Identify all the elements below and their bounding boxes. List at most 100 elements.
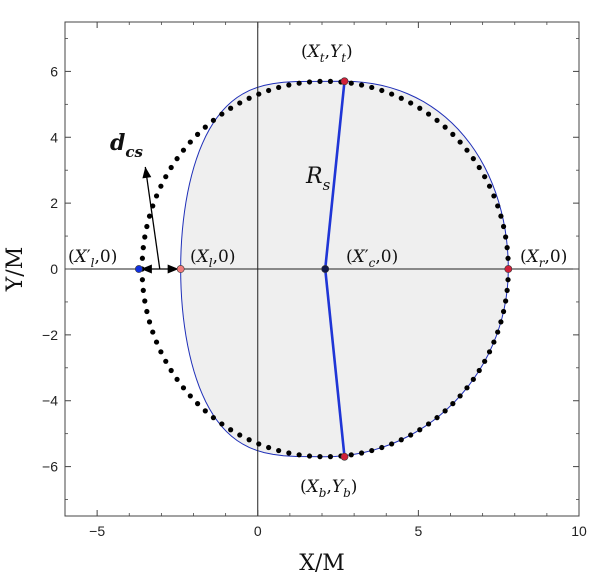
circle-dot bbox=[256, 91, 262, 97]
circle-dot bbox=[504, 287, 510, 293]
circle-dot bbox=[358, 450, 365, 456]
circle-dot bbox=[296, 452, 302, 458]
circle-dot bbox=[142, 234, 148, 240]
circle-dot bbox=[486, 349, 493, 355]
label-rs: Rs bbox=[305, 164, 331, 194]
circle-dot bbox=[348, 452, 354, 458]
circle-dot bbox=[434, 415, 440, 421]
circle-dot bbox=[139, 255, 145, 261]
x-tick-label: 0 bbox=[254, 523, 262, 539]
circle-dot bbox=[306, 79, 313, 85]
circle-dot bbox=[398, 95, 404, 101]
circle-dot bbox=[144, 308, 150, 315]
circle-dot bbox=[434, 117, 440, 123]
label-xb-yb: (Xb,Yb) bbox=[300, 477, 357, 500]
circle-dot bbox=[389, 441, 395, 447]
circle-dot bbox=[450, 401, 456, 407]
circle-dot bbox=[505, 277, 511, 283]
circle-dot bbox=[246, 95, 252, 101]
circle-dot bbox=[369, 447, 375, 454]
circle-dot bbox=[317, 454, 323, 460]
circle-dot bbox=[369, 84, 375, 91]
circle-dot bbox=[144, 223, 150, 230]
circle-dot bbox=[228, 105, 234, 111]
label-xr: (Xr,0) bbox=[520, 247, 567, 270]
circle-dot bbox=[140, 287, 146, 293]
circle-dot bbox=[174, 156, 180, 162]
circle-dot bbox=[194, 131, 201, 137]
point-xt bbox=[340, 77, 349, 86]
x-tick-label: 5 bbox=[414, 523, 422, 539]
circle-dot bbox=[246, 437, 252, 443]
circle-dot bbox=[457, 139, 463, 145]
ticks: −5 0 5 10 −6 −4 −2 0 2 4 6 bbox=[42, 22, 587, 539]
y-tick-label: 4 bbox=[50, 129, 58, 145]
circle-dot bbox=[158, 183, 164, 189]
circle-dot bbox=[491, 339, 497, 345]
circle-dot bbox=[306, 453, 313, 459]
circle-dot bbox=[425, 421, 432, 427]
circle-dot bbox=[266, 444, 272, 451]
circle-dot bbox=[476, 367, 482, 374]
circle-dot bbox=[495, 329, 501, 335]
label-xl-prime: (X′l,0) bbox=[68, 247, 117, 270]
circle-dot bbox=[495, 203, 501, 209]
circle-dot bbox=[408, 432, 414, 438]
dcs-arrow-line bbox=[144, 166, 161, 270]
circle-dot bbox=[180, 147, 187, 153]
circle-dot bbox=[153, 339, 160, 345]
circle-dot bbox=[398, 437, 404, 443]
circle-dot bbox=[425, 111, 432, 117]
y-tick-label: −2 bbox=[42, 327, 58, 343]
circle-dot bbox=[187, 139, 193, 145]
circle-dot bbox=[442, 124, 448, 130]
circle-dot bbox=[286, 82, 292, 88]
circle-dot bbox=[503, 234, 509, 240]
circle-dot bbox=[286, 450, 292, 456]
circle-dot bbox=[317, 78, 323, 84]
circle-dot bbox=[194, 401, 201, 407]
radius-line-bottom bbox=[323, 268, 346, 457]
circle-dot bbox=[500, 308, 507, 315]
circle-dot bbox=[358, 82, 365, 88]
circle-dot bbox=[503, 298, 509, 304]
circle-dot bbox=[266, 87, 272, 94]
y-tick-label: 6 bbox=[50, 63, 58, 79]
point-xlp bbox=[134, 265, 143, 273]
circle-dot bbox=[210, 415, 216, 421]
circle-dot bbox=[491, 193, 497, 199]
dcs-double-arrow-head-left bbox=[140, 264, 152, 274]
circle-dot bbox=[348, 80, 354, 86]
x-tick-label: −5 bbox=[89, 523, 105, 539]
x-tick-label: 10 bbox=[571, 523, 587, 539]
circle-dot bbox=[379, 87, 385, 94]
circle-dot bbox=[163, 174, 169, 180]
dcs-arrows bbox=[138, 166, 181, 274]
label-xt-yt: (Xt,Yt) bbox=[301, 42, 353, 65]
circle-dot bbox=[457, 393, 463, 399]
label-dcs: dcs bbox=[110, 130, 144, 161]
circle-dot bbox=[219, 421, 225, 427]
circle-dot bbox=[237, 432, 243, 438]
y-tick-label: −6 bbox=[42, 459, 58, 475]
circle-dot bbox=[327, 78, 334, 84]
circle-dot bbox=[417, 105, 423, 111]
y-tick-label: 0 bbox=[50, 261, 58, 277]
circle-dot bbox=[146, 319, 153, 325]
circle-dot bbox=[210, 117, 216, 123]
circle-dot bbox=[276, 447, 282, 454]
circle-dot bbox=[442, 408, 448, 414]
circle-dot bbox=[476, 164, 482, 171]
y-tick-label: −4 bbox=[42, 393, 58, 409]
circle-dot bbox=[219, 111, 225, 117]
circle-dot bbox=[500, 223, 507, 230]
circle-dot bbox=[202, 408, 208, 414]
circle-dot bbox=[168, 367, 174, 374]
radius-line-top bbox=[323, 81, 346, 270]
circle-dot bbox=[163, 358, 169, 364]
y-axis-title: Y/M bbox=[3, 247, 28, 292]
circle-dot bbox=[140, 245, 146, 251]
circle-dot bbox=[296, 80, 302, 86]
circle-dot bbox=[482, 358, 488, 364]
